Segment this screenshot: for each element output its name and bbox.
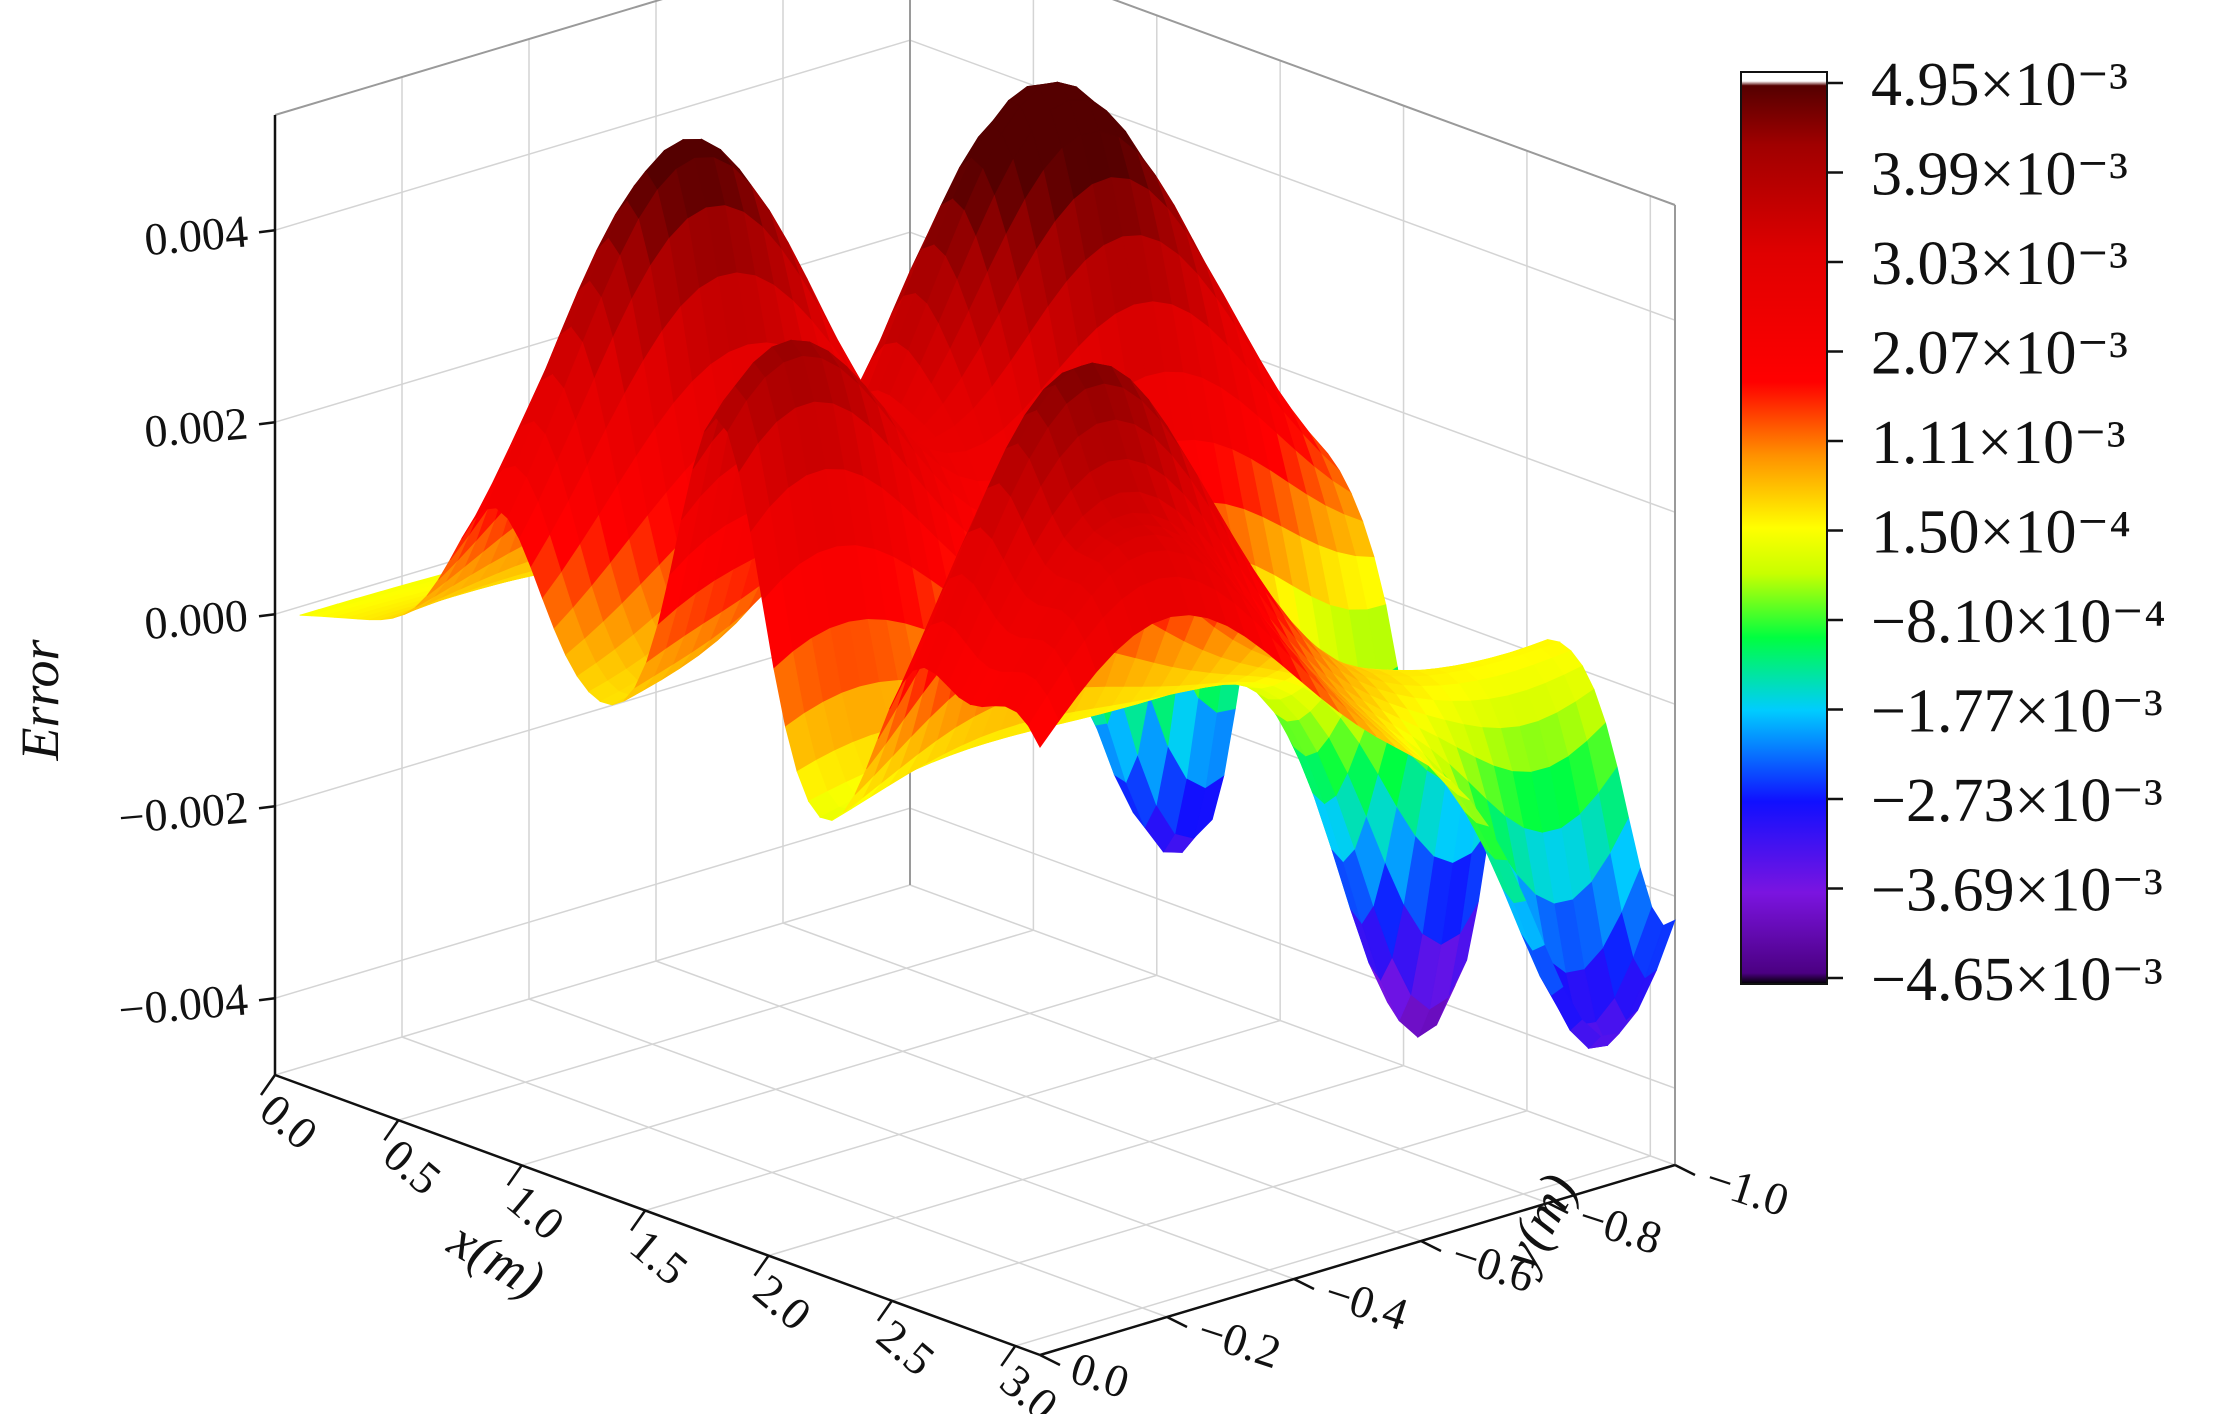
x-axis-line xyxy=(274,1073,1041,1357)
floor-grid-line xyxy=(655,960,1422,1242)
floor-grid-line xyxy=(909,884,1676,1166)
floor-grid-line xyxy=(1015,1155,1651,1347)
x-axis-tick xyxy=(753,1254,770,1277)
back-wall-grid-line xyxy=(909,807,1676,1089)
floor-grid-line xyxy=(401,1036,1168,1318)
y-axis-tick xyxy=(1420,1239,1442,1253)
colorbar-label: 1.11×10⁻³ xyxy=(1871,409,2125,477)
floor-grid-line xyxy=(528,998,1295,1280)
z-axis-tick xyxy=(258,804,276,810)
floor-grid-line xyxy=(274,884,911,1076)
floor-grid-line xyxy=(521,974,1157,1167)
z-axis-tick xyxy=(258,228,276,234)
colorbar-label: 3.03×10⁻³ xyxy=(1871,230,2128,298)
colorbar-label: 2.07×10⁻³ xyxy=(1871,320,2128,388)
colorbar-label: −2.73×10⁻³ xyxy=(1871,767,2163,835)
floor-grid-line xyxy=(782,922,1549,1204)
y-tick-label: −0.4 xyxy=(1319,1266,1414,1340)
x-axis-tick xyxy=(630,1209,647,1232)
z-axis-title: Error xyxy=(10,639,70,762)
left-wall-grid-line xyxy=(274,39,911,231)
error-surface xyxy=(299,81,1676,1049)
floor-grid-line xyxy=(891,1110,1528,1302)
colorbar-label: 1.50×10⁻⁴ xyxy=(1871,499,2131,567)
colorbar-label: 3.99×10⁻³ xyxy=(1871,141,2128,209)
colorbar-gradient xyxy=(1740,71,1828,985)
y-tick-label: −1.0 xyxy=(1700,1152,1795,1226)
colorbar-label: −4.65×10⁻³ xyxy=(1871,946,2163,1014)
y-axis-tick xyxy=(1039,1353,1061,1367)
y-tick-label: −0.8 xyxy=(1573,1190,1668,1264)
x-axis-tick xyxy=(259,1074,277,1096)
z-tick-label: 0.002 xyxy=(142,397,250,457)
colorbar-label: −1.77×10⁻³ xyxy=(1871,678,2163,746)
surface-patch xyxy=(1027,695,1060,749)
z-tick-label: 0.004 xyxy=(142,205,250,265)
z-axis-tick xyxy=(258,996,276,1002)
z-axis-tick xyxy=(258,420,276,426)
x-axis-tick xyxy=(1000,1345,1017,1367)
y-axis-tick xyxy=(1547,1201,1569,1215)
z-tick-label: −0.004 xyxy=(116,973,249,1035)
y-axis-line xyxy=(1039,1163,1676,1357)
x-axis-tick xyxy=(876,1300,893,1322)
colorbar-label: 4.95×10⁻³ xyxy=(1871,51,2128,119)
y-axis-tick xyxy=(1674,1163,1696,1177)
wall-edge xyxy=(274,0,663,116)
y-tick-label: 0.0 xyxy=(1065,1342,1135,1408)
floor-grid-line xyxy=(644,1019,1281,1212)
x-axis-tick xyxy=(506,1164,523,1187)
y-axis-tick xyxy=(1293,1277,1315,1291)
z-tick-label: −0.002 xyxy=(116,781,249,843)
floor-grid-line xyxy=(398,929,1034,1121)
y-axis-tick xyxy=(1166,1315,1188,1329)
z-tick-label: 0.000 xyxy=(142,589,250,649)
left-wall-grid-line xyxy=(274,807,911,999)
colorbar-label: −3.69×10⁻³ xyxy=(1871,857,2163,925)
colorbar-label: −8.10×10⁻⁴ xyxy=(1871,588,2166,656)
z-axis-tick xyxy=(258,612,276,618)
colorbar: 4.95×10⁻³ 3.99×10⁻³ 3.03×10⁻³ 2.07×10⁻³ 1.11… xyxy=(1740,51,2166,1014)
y-tick-label: −0.2 xyxy=(1192,1304,1287,1378)
floor-grid-line xyxy=(768,1064,1404,1257)
wall-edge xyxy=(1112,0,1676,206)
x-axis-tick xyxy=(383,1119,400,1141)
